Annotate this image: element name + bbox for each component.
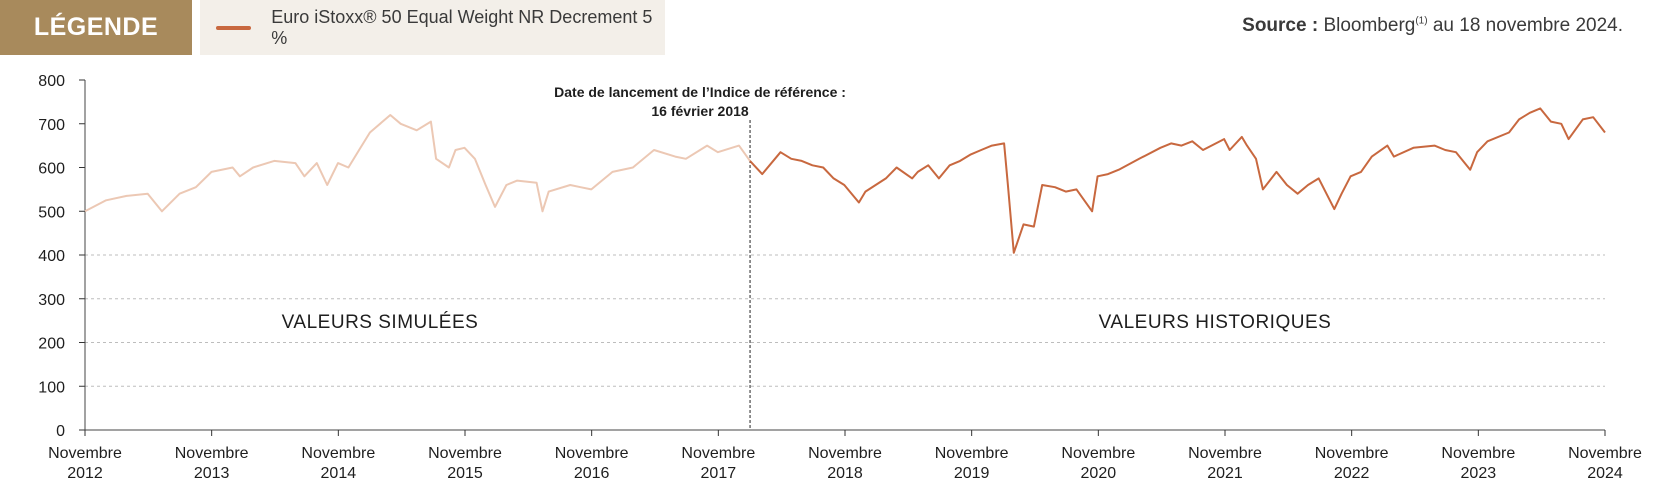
source-note: Source : Bloomberg(1) au 18 novembre 202… [1242, 15, 1623, 37]
source-date: au 18 novembre 2024. [1427, 15, 1623, 36]
x-tick-year: 2022 [1334, 465, 1370, 482]
x-tick-year: 2021 [1207, 465, 1243, 482]
x-tick-year: 2024 [1587, 465, 1623, 482]
x-tick-month: Novembre [1568, 445, 1642, 462]
x-tick-year: 2020 [1081, 465, 1117, 482]
y-tick-label: 200 [38, 336, 65, 353]
y-tick-label: 600 [38, 161, 65, 178]
x-tick-month: Novembre [1315, 445, 1389, 462]
region-label-historical: VALEURS HISTORIQUES [1099, 312, 1332, 333]
source-text: Bloomberg [1323, 15, 1416, 36]
x-tick-year: 2018 [827, 465, 863, 482]
x-tick-month: Novembre [681, 445, 755, 462]
x-tick-year: 2012 [67, 465, 103, 482]
x-tick-month: Novembre [808, 445, 882, 462]
x-tick-month: Novembre [935, 445, 1009, 462]
x-tick-month: Novembre [175, 445, 249, 462]
x-tick-year: 2023 [1461, 465, 1497, 482]
y-tick-label: 700 [38, 117, 65, 134]
x-tick-month: Novembre [1441, 445, 1515, 462]
y-tick-label: 800 [38, 73, 65, 90]
x-tick-year: 2017 [701, 465, 737, 482]
series-line-historical [749, 107, 1606, 254]
x-tick-month: Novembre [1188, 445, 1262, 462]
series-line-simulated [84, 114, 751, 213]
legend-series-label: Euro iStoxx® 50 Equal Weight NR Decremen… [271, 6, 653, 48]
x-tick-year: 2015 [447, 465, 483, 482]
x-tick-month: Novembre [1061, 445, 1135, 462]
legend-swatch [216, 25, 252, 30]
x-tick-year: 2016 [574, 465, 610, 482]
source-bold: Source : [1242, 15, 1319, 36]
y-tick-label: 400 [38, 248, 65, 265]
x-tick-month: Novembre [555, 445, 629, 462]
x-tick-year: 2013 [194, 465, 230, 482]
x-tick-month: Novembre [48, 445, 122, 462]
y-tick-label: 0 [56, 423, 65, 440]
y-tick-label: 300 [38, 292, 65, 309]
x-tick-year: 2019 [954, 465, 990, 482]
region-label-simulated: VALEURS SIMULÉES [282, 312, 479, 333]
source-superscript: (1) [1415, 15, 1428, 27]
launch-label-line1: Date de lancement de l’Indice de référen… [554, 84, 846, 100]
x-tick-year: 2014 [321, 465, 357, 482]
x-tick-month: Novembre [301, 445, 375, 462]
x-tick-month: Novembre [428, 445, 502, 462]
legend-box: Euro iStoxx® 50 Equal Weight NR Decremen… [200, 0, 665, 55]
y-tick-label: 500 [38, 204, 65, 221]
legend-tag: LÉGENDE [0, 0, 192, 55]
y-tick-label: 100 [38, 379, 65, 396]
launch-label-line2: 16 février 2018 [651, 103, 749, 119]
